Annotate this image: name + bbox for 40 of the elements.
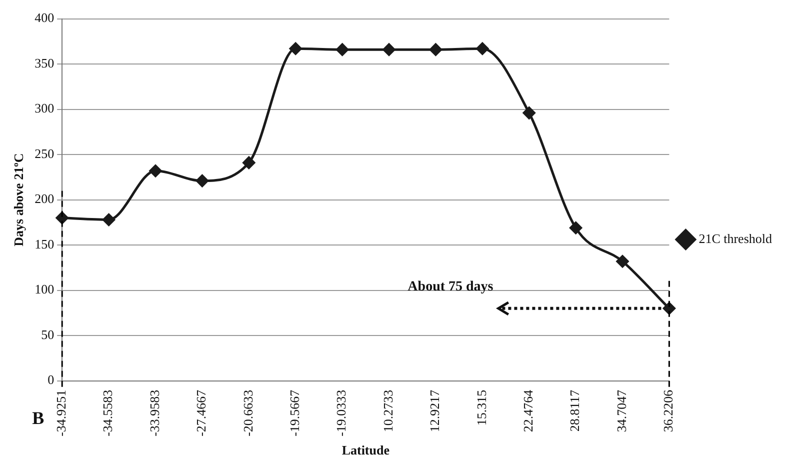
x-tick-label: 15.315	[474, 390, 489, 426]
x-tick-label: -19.0333	[334, 390, 349, 436]
y-tick-label: 0	[48, 372, 54, 388]
point	[102, 213, 116, 226]
legend-label: 21C threshold	[698, 230, 772, 246]
x-axis-title: Latitude	[342, 442, 390, 458]
y-tick-label: 50	[41, 326, 54, 342]
point	[616, 255, 629, 268]
x-tick-label: -20.6633	[240, 390, 256, 436]
point	[149, 164, 162, 178]
point	[570, 222, 582, 234]
x-tick-label: -27.4667	[194, 389, 209, 436]
point	[289, 42, 302, 55]
y-tick-label: 150	[34, 236, 54, 252]
y-tick-label: 350	[34, 55, 54, 70]
x-tick-label: 12.9217	[427, 389, 442, 432]
point	[429, 43, 442, 56]
x-tick-label: 10.2733	[380, 390, 396, 432]
x-tick-label: 22.4764	[520, 389, 536, 432]
y-axis-title: Days above 21ºC	[11, 153, 26, 246]
point	[476, 42, 489, 55]
point	[196, 174, 208, 188]
annotation: About 75 days	[408, 279, 494, 294]
y-tick-label: 250	[34, 146, 54, 161]
text: B	[32, 408, 44, 428]
x-tick-label: -34.9251	[54, 390, 69, 436]
point	[336, 43, 349, 56]
x-tick-label: -34.5583	[100, 390, 116, 436]
y-tick-label: 300	[34, 100, 54, 116]
x-tick-label: 34.7047	[614, 389, 629, 432]
x-tick-label: -19.5667	[287, 389, 302, 436]
x-tick-label: 36.2206	[660, 389, 676, 432]
point	[382, 43, 396, 56]
y-tick-label: 200	[34, 191, 54, 206]
x-tick-label: -33.9583	[146, 390, 162, 436]
y-tick-label: 400	[34, 10, 54, 26]
y-tick-label: 100	[34, 282, 54, 297]
point	[522, 106, 536, 120]
x-tick-label: 28.8117	[567, 389, 582, 432]
point	[242, 156, 256, 169]
